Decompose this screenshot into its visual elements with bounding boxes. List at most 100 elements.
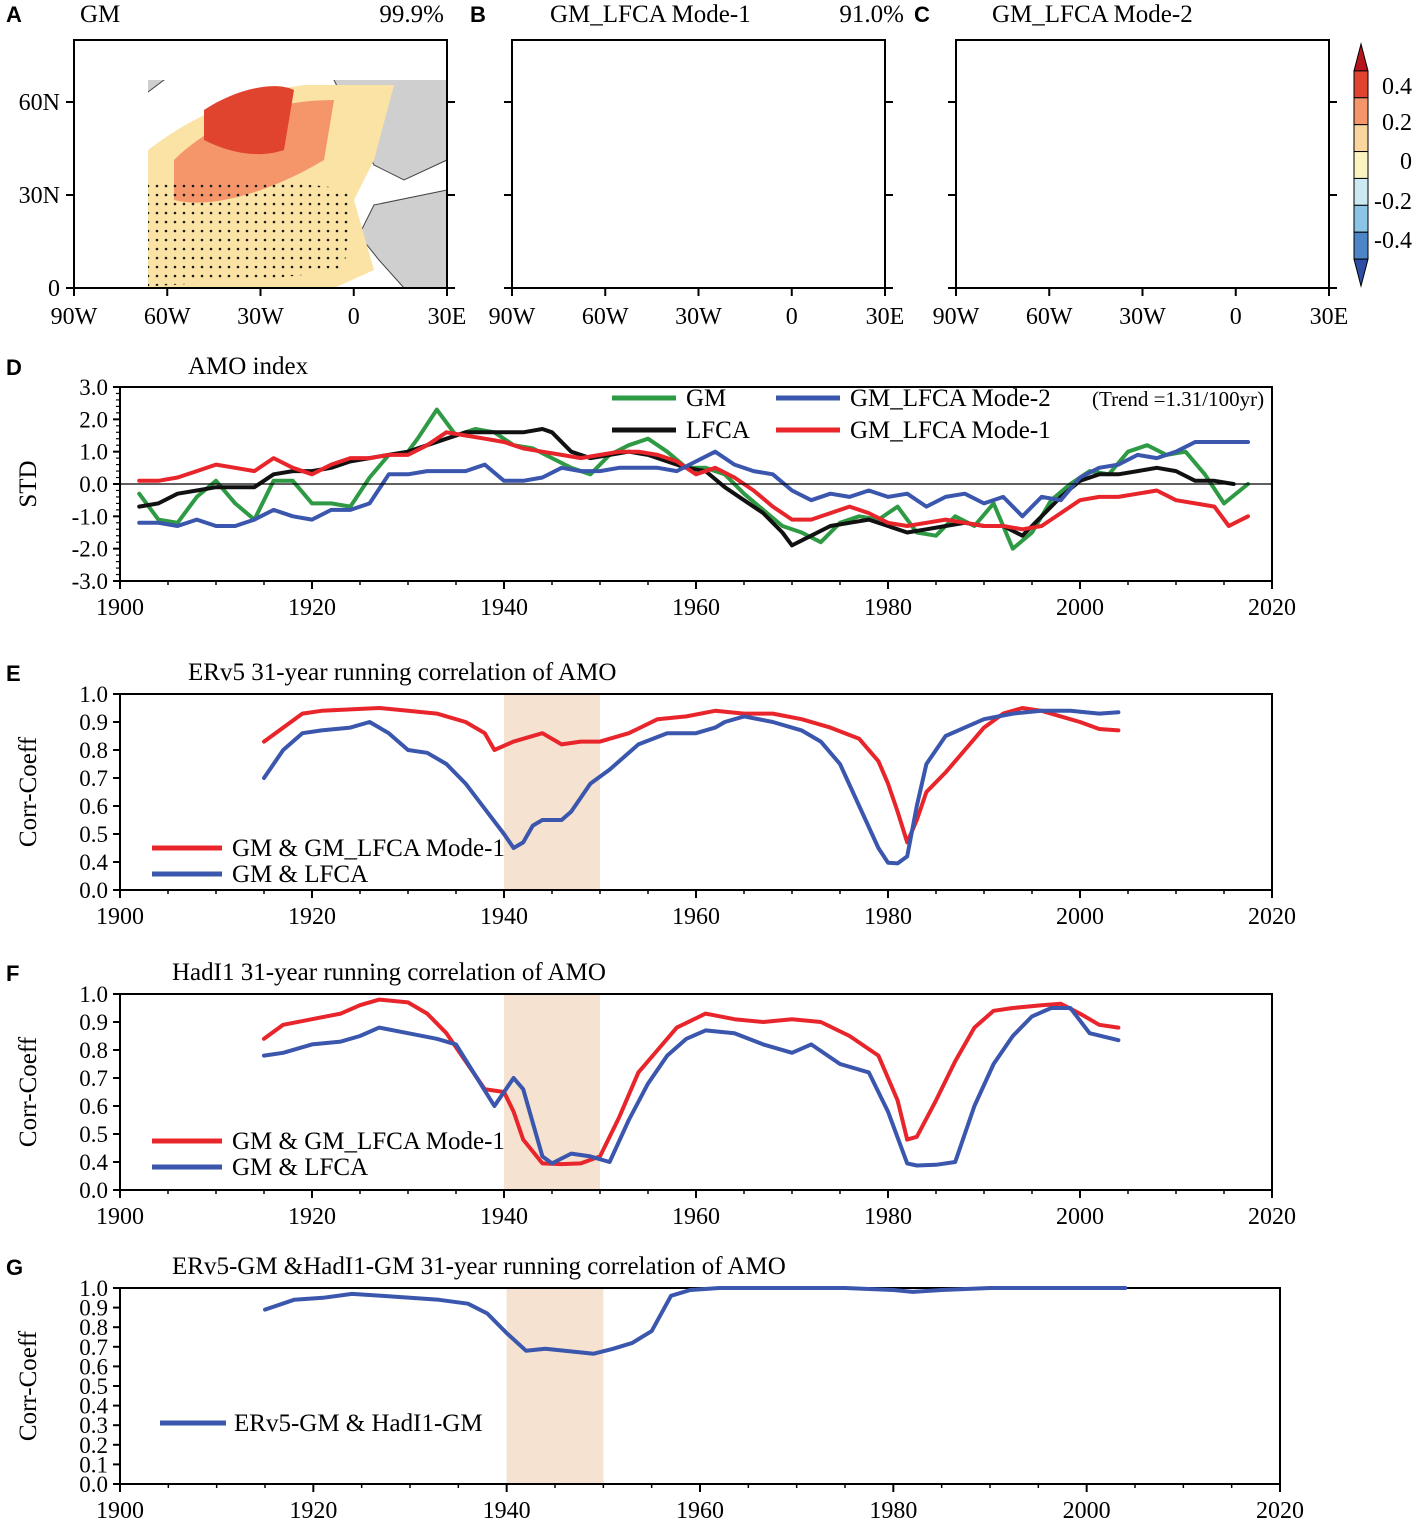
significance-stippling [532,137,792,288]
europe-landmass [752,40,885,180]
legend-label-GM: GM [686,385,726,412]
x-tick-label: 1980 [864,904,912,930]
map-panel-a: A GM 99.9% [6,1,448,289]
panel-label: G [6,1255,23,1280]
y-tick-label: 0.9 [79,1296,108,1321]
lon-tick-label: 30W [675,304,722,330]
africa-landmass [1241,190,1329,288]
y-tick-label: 0.9 [79,1010,108,1035]
lon-tick-label: 30E [866,304,905,330]
x-tick-label: 1920 [288,1204,336,1230]
lat-tick-label: 0 [48,276,60,302]
series-line-mode1 [262,706,1121,845]
y-tick-label: 0.4 [79,1394,108,1419]
colorbar-label: 0.4 [1382,74,1412,100]
y-tick-label: 0.8 [79,738,108,763]
chart-title: ERv5 31-year running correlation of AMO [188,659,616,686]
x-tick-label: 2020 [1248,595,1296,621]
x-tick-label: 1920 [288,904,336,930]
map-b-frame [511,39,886,289]
north-america-landmass [512,40,662,210]
ocean-background [956,40,1329,288]
plot-frame [119,1287,1281,1485]
colorbar-label: 0.2 [1382,110,1412,136]
x-tick-label: 1980 [864,1204,912,1230]
panel-label-b: B [470,2,486,27]
y-tick-label: 0.6 [79,1354,108,1379]
series-line-mode2 [137,440,1250,528]
y-tick-label: 0.6 [79,794,108,819]
y-tick-label: 0.7 [79,766,108,791]
significance-stippling [996,168,1226,289]
chart-title: ERv5-GM &HadI1-GM 31-year running correl… [172,1253,786,1280]
africa-landmass [797,190,885,288]
y-tick-label: 1.0 [79,982,108,1007]
chart-f-hadi1-correlation: F HadI1 31-year running correlation of AM… [6,959,1296,1230]
ocean-background [512,40,885,288]
sst-strongest-region [632,66,782,169]
lon-tick-label: 30W [1119,304,1166,330]
x-tick-label: 1900 [96,1204,144,1230]
central-america-landmass [74,210,109,288]
x-tick-label: 1960 [672,904,720,930]
lon-tick-label: 0 [1230,304,1242,330]
x-tick-label: 2020 [1248,1204,1296,1230]
colorbar-label: -0.4 [1374,228,1412,254]
lon-tick-label: 60W [144,304,191,330]
map-a-title: GM [80,1,120,28]
y-tick-label: 3.0 [79,375,108,400]
y-tick-label: 0.4 [79,1150,108,1175]
legend-label: GM & GM_LFCA Mode-1 [232,1128,505,1155]
colorbar-segment [1353,42,1369,72]
y-axis-label: Corr-Coeff [15,736,42,847]
chart-title: AMO index [188,353,309,380]
y-tick-label: 1.0 [79,682,108,707]
colorbar: 0.4 0.2 0 -0.2 -0.4 [1353,42,1412,288]
map-b-title: GM_LFCA Mode-1 [550,1,751,28]
legend-label-LFCA: LFCA [686,417,750,444]
series-line-mode2 [262,708,1121,866]
y-tick-label: 0.4 [79,850,108,875]
map-b-variance: 91.0% [839,1,904,28]
y-tick-label: 0.8 [79,1038,108,1063]
y-tick-label: 1.0 [79,440,108,465]
lon-tick-label: 30E [1310,304,1349,330]
x-tick-label: 1920 [289,1498,337,1524]
y-tick-label: 0.9 [79,710,108,735]
map-panel-b: B GM_LFCA Mode-1 91.0% [470,1,904,289]
sst-strong-region [986,166,1216,288]
series-line-mode2 [262,1006,1121,1168]
legend-label-mode2: GM_LFCA Mode-2 [850,385,1051,412]
panel-label: D [6,355,22,380]
colorbar-segment [1353,151,1369,179]
panel-label: E [6,661,21,686]
colorbar-segment [1353,231,1369,260]
sst-warm-region [976,85,1276,288]
colorbar-segment [1353,204,1369,233]
x-tick-label: 1900 [96,904,144,930]
series-line-mode2 [263,1286,1128,1356]
north-america-landmass [148,80,165,93]
lat-tick-label: 30N [19,183,60,209]
y-tick-label: -1.0 [72,504,108,529]
highlight-band [506,1288,604,1484]
lon-tick-label: 60W [1026,304,1073,330]
chart-title: HadI1 31-year running correlation of AMO [172,959,606,986]
sst-cool-region [1110,101,1182,149]
significance-stippling [148,178,354,287]
y-tick-label: -2.0 [72,537,108,562]
x-tick-label: 2020 [1248,904,1296,930]
europe-landmass [1196,40,1329,180]
lat-tick-label: 60N [19,90,60,116]
x-tick-label: 2000 [1056,595,1104,621]
sst-strong-region [204,86,294,155]
lon-tick-label: 0 [786,304,798,330]
y-axis-label: Corr-Coeff [15,1036,42,1147]
y-tick-label: -3.0 [72,569,108,594]
chart-e-erv5-correlation: E ERv5 31-year running correlation of AMO… [6,659,1296,930]
y-tick-label: 0.0 [79,1178,108,1203]
legend-label: GM & GM_LFCA Mode-1 [232,835,505,862]
x-tick-label: 1940 [480,595,528,621]
